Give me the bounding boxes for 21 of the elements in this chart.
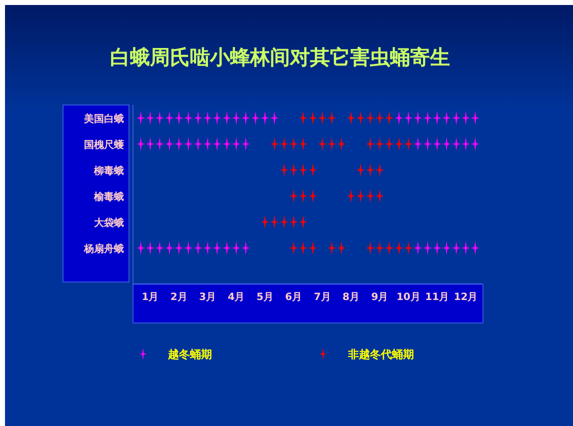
x-tick-label: 6月 <box>285 292 302 303</box>
y-tick-label: 国槐尺蠖 <box>84 139 124 151</box>
x-tick-label: 8月 <box>342 292 360 303</box>
x-tick-label: 3月 <box>199 292 216 303</box>
x-tick-label: 7月 <box>314 292 331 303</box>
y-tick-label: 榆毒蛾 <box>93 191 124 203</box>
y-tick-label: 柳毒蛾 <box>93 165 124 177</box>
x-tick-label: 10月 <box>396 292 420 303</box>
x-tick-label: 1月 <box>142 292 159 303</box>
y-tick-label: 大袋蛾 <box>93 217 124 229</box>
x-tick-label: 5月 <box>256 292 274 303</box>
legend-label: 越冬蛹期 <box>167 348 212 361</box>
x-tick-label: 9月 <box>371 292 388 303</box>
x-tick-label: 2月 <box>170 292 188 303</box>
chart-title: 白蛾周氏啮小蜂林间对其它害虫蛹寄生 <box>110 45 450 69</box>
y-tick-label: 杨扇舟蛾 <box>83 243 124 255</box>
x-tick-label: 11月 <box>425 292 450 303</box>
x-tick-label: 12月 <box>454 292 478 303</box>
legend-label: 非越冬代蛹期 <box>347 348 414 361</box>
x-tick-label: 4月 <box>228 292 245 303</box>
y-tick-label: 美国白蛾 <box>83 113 124 125</box>
